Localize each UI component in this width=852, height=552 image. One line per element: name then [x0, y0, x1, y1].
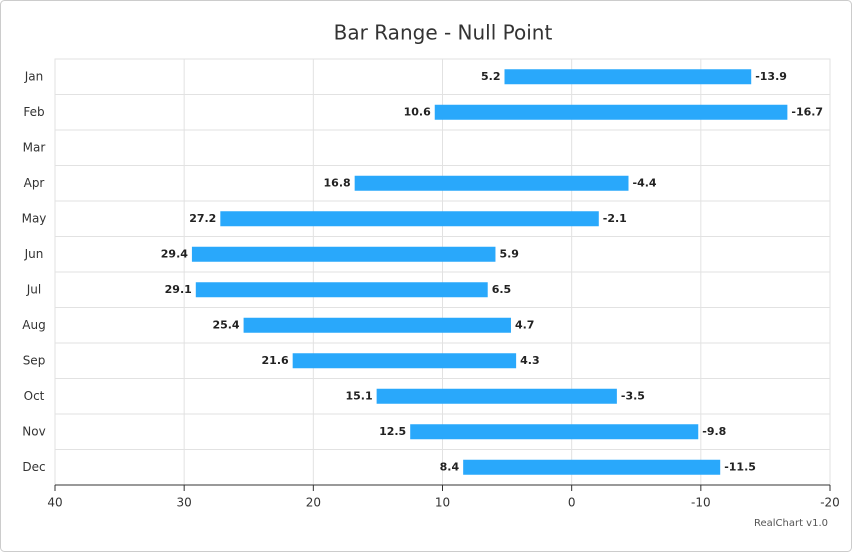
value-label: 10.6: [404, 105, 431, 118]
value-label: 5.9: [499, 247, 519, 260]
value-label: -13.9: [755, 70, 787, 83]
value-label: 15.1: [345, 389, 372, 402]
value-label: 5.2: [481, 70, 501, 83]
value-label: -9.8: [702, 425, 726, 438]
x-tick-label: 40: [47, 496, 62, 510]
value-label: 29.4: [161, 247, 188, 260]
y-tick-label: Dec: [22, 460, 45, 474]
x-tick-label: -20: [820, 496, 840, 510]
value-label: 4.7: [515, 318, 535, 331]
bar: [243, 317, 511, 333]
x-tick-label: 10: [435, 496, 450, 510]
bar: [463, 459, 721, 475]
bar: [354, 175, 629, 191]
bar: [504, 69, 752, 85]
credit: RealChart v1.0: [754, 518, 828, 529]
value-label: -2.1: [603, 212, 627, 225]
bar: [191, 246, 496, 262]
y-tick-label: Apr: [24, 176, 45, 190]
value-label: -3.5: [621, 389, 645, 402]
value-label: -16.7: [791, 105, 823, 118]
value-label: 12.5: [379, 425, 406, 438]
y-tick-label: Nov: [22, 424, 45, 438]
value-label: 8.4: [440, 460, 460, 473]
x-tick-label: 0: [568, 496, 576, 510]
value-label: 29.1: [165, 283, 192, 296]
y-tick-label: May: [22, 211, 47, 225]
bar: [410, 424, 699, 440]
value-label: -11.5: [724, 460, 756, 473]
y-tick-label: Mar: [23, 140, 46, 154]
y-tick-label: Oct: [24, 389, 45, 403]
y-tick-label: Aug: [22, 318, 45, 332]
value-label: 16.8: [324, 176, 351, 189]
bar: [376, 388, 617, 404]
value-label: 25.4: [212, 318, 239, 331]
y-tick-label: Jun: [24, 247, 44, 261]
y-tick-label: Jan: [24, 69, 44, 83]
value-label: 4.3: [520, 354, 540, 367]
y-tick-label: Feb: [23, 105, 44, 119]
value-label: -4.4: [633, 176, 657, 189]
x-tick-label: 20: [306, 496, 321, 510]
x-tick-label: 30: [177, 496, 192, 510]
y-tick-label: Sep: [23, 353, 46, 367]
value-label: 27.2: [189, 212, 216, 225]
bar: [195, 282, 488, 298]
bar: [434, 104, 788, 120]
x-tick-label: -10: [691, 496, 711, 510]
value-label: 6.5: [492, 283, 512, 296]
chart-title: Bar Range - Null Point: [334, 21, 553, 45]
value-label: 21.6: [262, 354, 289, 367]
bar: [292, 353, 517, 369]
bar: [220, 211, 599, 227]
y-tick-label: Jul: [26, 282, 41, 296]
